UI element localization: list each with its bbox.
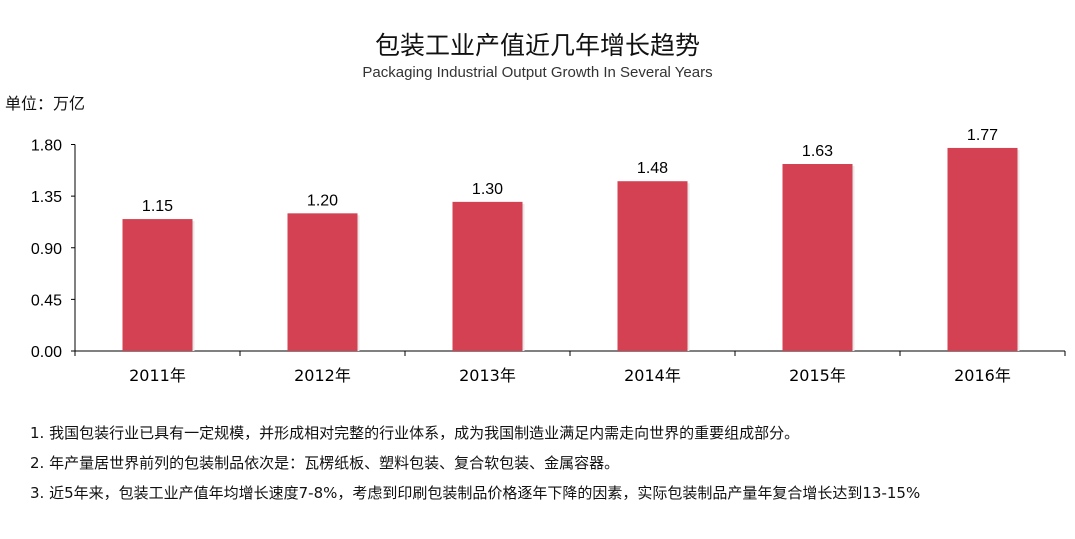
bar (452, 201, 523, 351)
note-2: 2. 年产量居世界前列的包装制品依次是：瓦楞纸板、塑料包装、复合软包装、金属容器… (30, 454, 620, 472)
x-tick-label: 2014年 (624, 366, 681, 385)
x-tick-label: 2011年 (129, 366, 186, 385)
bar-chart: 0.00 0.45 0.90 1.35 1.80 1.15 2011年 1.20 2012年 1.… (31, 127, 1066, 385)
chart-title: 包装工业产值近几年增长趋势 (374, 31, 700, 60)
bar-value-label: 1.63 (802, 143, 833, 160)
bar (287, 213, 358, 351)
bar (617, 181, 688, 351)
bar-value-label: 1.20 (307, 192, 338, 209)
unit-label: 单位：万亿 (5, 94, 86, 113)
note-1: 1. 我国包装行业已具有一定规模，并形成相对完整的行业体系，成为我国制造业满足内… (30, 424, 800, 442)
bar-value-label: 1.30 (472, 181, 503, 198)
chart-subtitle: Packaging Industrial Output Growth In Se… (362, 64, 713, 81)
bar-value-label: 1.48 (637, 160, 668, 177)
x-tick-label: 2016年 (954, 366, 1011, 385)
y-tick-label: 0.00 (31, 344, 62, 361)
x-tick-label: 2012年 (294, 366, 351, 385)
y-tick-label: 0.90 (31, 241, 62, 258)
y-tick-label: 1.35 (31, 189, 62, 206)
bar-value-label: 1.77 (967, 127, 998, 144)
note-3: 3. 近5年来，包装工业产值年均增长速度7-8%，考虑到印刷包装制品价格逐年下降… (30, 484, 921, 502)
bar (122, 219, 193, 351)
bar (947, 147, 1018, 351)
x-tick-label: 2015年 (789, 366, 846, 385)
bar (782, 164, 853, 351)
notes: 1. 我国包装行业已具有一定规模，并形成相对完整的行业体系，成为我国制造业满足内… (30, 418, 1050, 508)
x-tick-label: 2013年 (459, 366, 516, 385)
bar-value-label: 1.15 (142, 198, 173, 215)
y-tick-label: 1.80 (31, 138, 62, 155)
y-tick-label: 0.45 (31, 292, 62, 309)
